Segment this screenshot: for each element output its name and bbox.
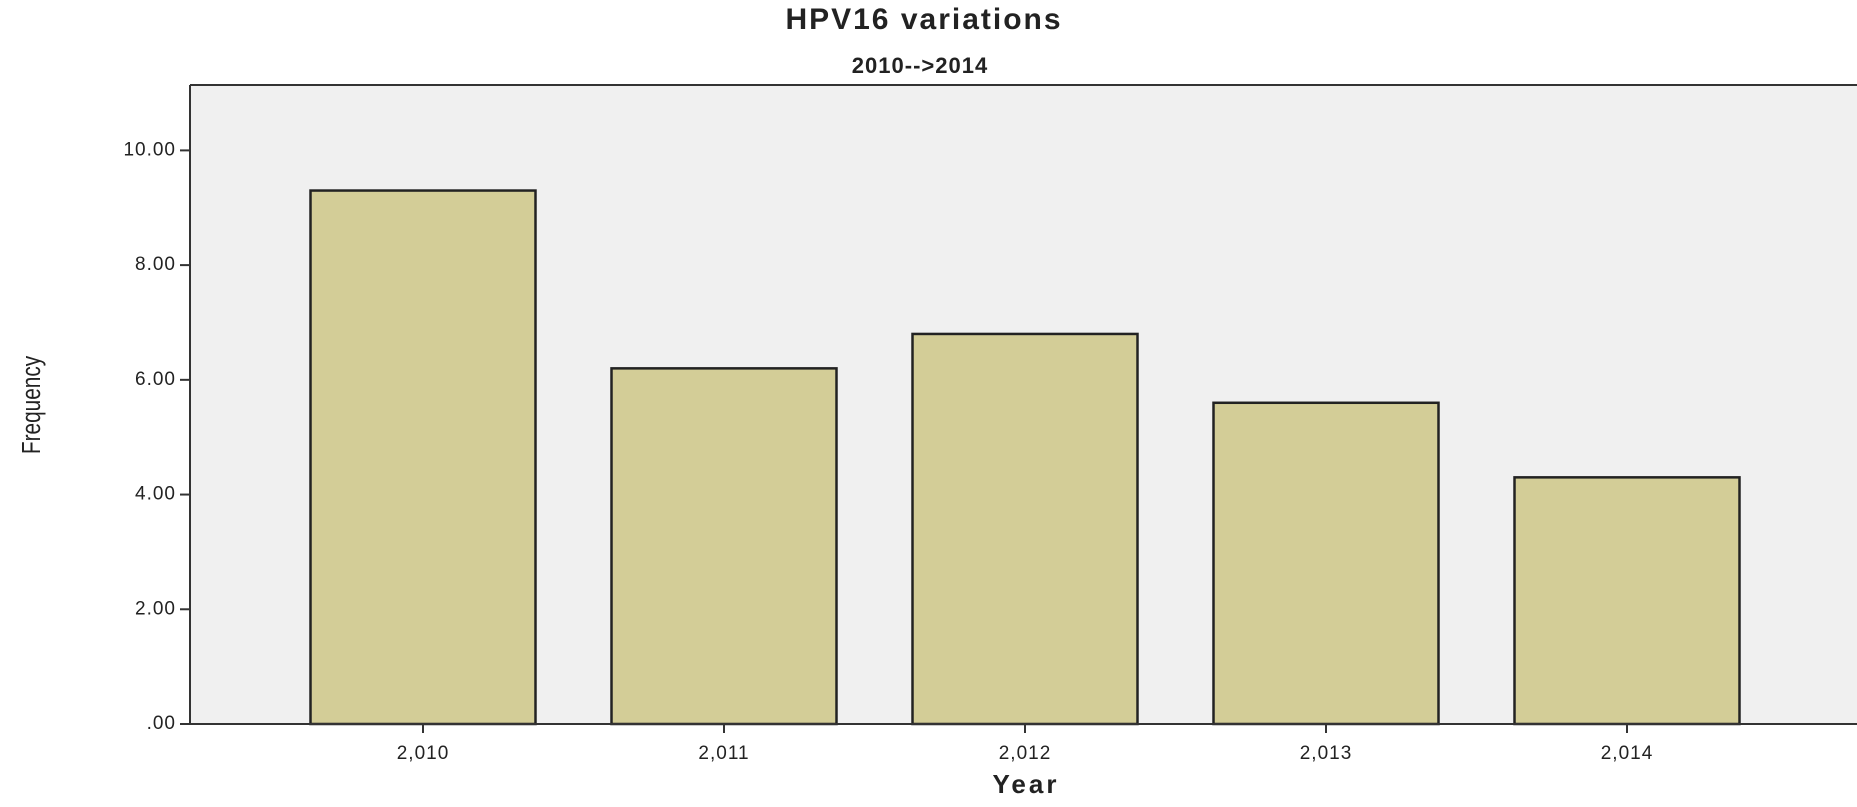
bar	[610, 367, 838, 726]
x-tick-label: 2,013	[1300, 743, 1353, 764]
y-axis-label: Frequency	[17, 356, 46, 454]
y-tick-label: 2.00	[135, 598, 176, 619]
x-tick-label: 2,010	[397, 743, 450, 764]
x-axis-label: Year	[993, 769, 1060, 799]
y-tick-label: .00	[147, 713, 176, 734]
x-tick-label: 2,011	[698, 743, 749, 764]
chart-title: HPV16 variations	[785, 3, 1062, 36]
x-tick-label: 2,014	[1601, 743, 1654, 764]
y-tick-label: 8.00	[135, 254, 176, 275]
bar	[911, 332, 1139, 726]
x-tick-label: 2,012	[999, 743, 1052, 764]
y-tick-label: 6.00	[135, 369, 176, 390]
y-tick-label: 10.00	[123, 139, 176, 160]
bar	[309, 189, 537, 726]
bar	[1212, 401, 1440, 726]
chart-subtitle: 2010-->2014	[852, 53, 988, 78]
y-tick-label: 4.00	[135, 484, 176, 505]
bar	[1513, 476, 1741, 726]
